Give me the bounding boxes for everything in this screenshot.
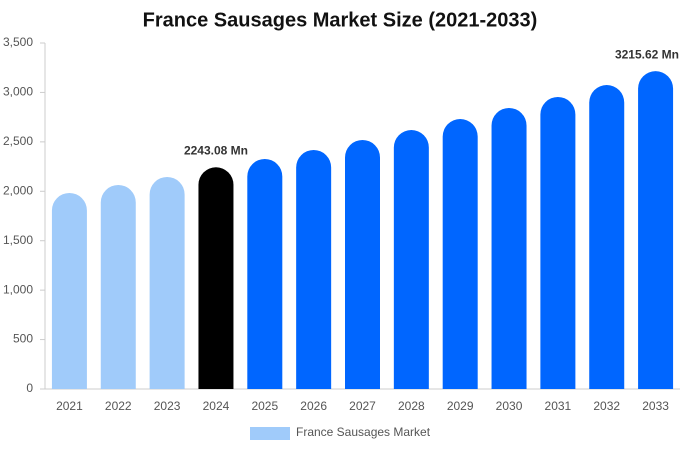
x-tick-label: 2029 <box>447 399 474 413</box>
bar <box>393 129 429 389</box>
x-tick-label: 2025 <box>251 399 278 413</box>
bar <box>345 139 380 389</box>
y-tick-label: 3,000 <box>3 85 33 99</box>
bar <box>51 192 87 389</box>
x-tick-label: 2024 <box>203 399 230 413</box>
value-label: 3215.62 Mn <box>615 47 679 61</box>
bar <box>149 176 185 389</box>
y-tick-label: 1,500 <box>3 233 33 247</box>
x-tick-label: 2021 <box>56 399 83 413</box>
bar <box>296 149 332 389</box>
bar <box>638 71 674 390</box>
legend-swatch <box>250 427 290 440</box>
x-tick-label: 2026 <box>300 399 327 413</box>
y-tick-label: 1,000 <box>3 282 33 296</box>
y-tick-label: 0 <box>26 381 33 395</box>
x-tick-label: 2033 <box>642 399 669 413</box>
value-label: 2243.08 Mn <box>184 143 248 157</box>
y-tick-label: 500 <box>13 332 33 346</box>
y-tick-label: 3,500 <box>3 35 33 49</box>
legend-label: France Sausages Market <box>296 425 431 439</box>
x-tick-label: 2028 <box>398 399 425 413</box>
x-tick-label: 2023 <box>154 399 181 413</box>
bar <box>442 119 478 389</box>
y-tick-label: 2,000 <box>3 183 33 197</box>
x-tick-label: 2030 <box>496 399 523 413</box>
x-tick-label: 2032 <box>593 399 620 413</box>
bar <box>247 158 283 389</box>
x-tick-label: 2027 <box>349 399 376 413</box>
x-tick-label: 2022 <box>105 399 132 413</box>
bar <box>100 184 136 389</box>
bar <box>589 85 625 389</box>
x-tick-label: 2031 <box>545 399 572 413</box>
bar <box>540 96 576 389</box>
bar <box>198 167 234 389</box>
y-tick-label: 2,500 <box>3 134 33 148</box>
bar <box>491 107 527 389</box>
chart-title: France Sausages Market Size (2021-2033) <box>143 9 538 31</box>
